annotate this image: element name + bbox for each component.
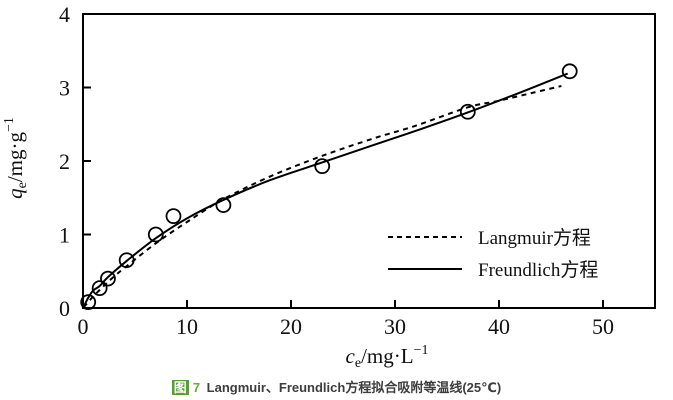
data-point-marker <box>215 197 232 214</box>
x-axis-label: ce/mg·L−1 <box>346 343 429 371</box>
data-point-marker <box>100 270 116 287</box>
data-point-marker <box>165 208 182 225</box>
y-axis-unit: /mg·g <box>3 132 27 183</box>
figure-label-highlight: 图 <box>171 380 189 395</box>
y-tick-label: 2 <box>59 149 70 174</box>
data-point-marker <box>314 158 331 175</box>
y-tick-label: 1 <box>59 223 70 248</box>
x-axis-unit: /mg·L <box>361 344 414 368</box>
x-tick-label: 0 <box>78 314 89 339</box>
data-point-marker <box>147 226 164 243</box>
x-tick-label: 30 <box>384 314 406 339</box>
y-axis-subscript: e <box>15 182 30 188</box>
y-axis-variable: q <box>3 188 27 199</box>
legend-item-langmuir: Langmuir方程 <box>388 224 598 249</box>
data-point-marker <box>561 63 578 80</box>
chart-legend: Langmuir方程 Freundlich方程 <box>388 224 598 281</box>
y-tick-label: 3 <box>59 76 70 101</box>
freundlich-fit-curve <box>82 72 569 308</box>
data-point-marker <box>91 280 108 297</box>
y-tick-label: 0 <box>59 296 70 321</box>
x-axis-exponent: −1 <box>414 343 429 358</box>
x-tick-label: 10 <box>176 314 198 339</box>
legend-item-freundlich: Freundlich方程 <box>388 256 598 281</box>
legend-label-freundlich: Freundlich方程 <box>478 260 599 281</box>
axis-tick-labels: 0 10 20 30 40 50 0 1 2 3 4 <box>59 2 614 339</box>
x-tick-label: 20 <box>280 314 302 339</box>
data-point-marker <box>80 294 97 311</box>
data-points <box>80 63 578 311</box>
x-axis-variable: c <box>346 344 356 368</box>
langmuir-fit-curve <box>82 85 562 308</box>
fit-curves <box>82 72 569 308</box>
figure-number: 7 <box>192 380 201 395</box>
caption-text: Langmuir、Freundlich方程拟合吸附等温线(25℃) <box>203 380 502 395</box>
y-axis-exponent: −1 <box>2 117 17 132</box>
data-point-marker <box>118 252 135 269</box>
x-tick-label: 40 <box>488 314 510 339</box>
dashed-line-sample <box>388 235 462 238</box>
x-tick-label: 50 <box>592 314 614 339</box>
x-axis-subscript: e <box>355 356 361 371</box>
data-point-marker <box>459 103 476 120</box>
legend-label-langmuir: Langmuir方程 <box>478 228 591 249</box>
y-tick-label: 4 <box>59 2 70 27</box>
solid-line-sample <box>388 267 462 270</box>
axis-ticks <box>83 86 604 308</box>
y-axis-label: qe/mg·g−1 <box>2 117 30 199</box>
